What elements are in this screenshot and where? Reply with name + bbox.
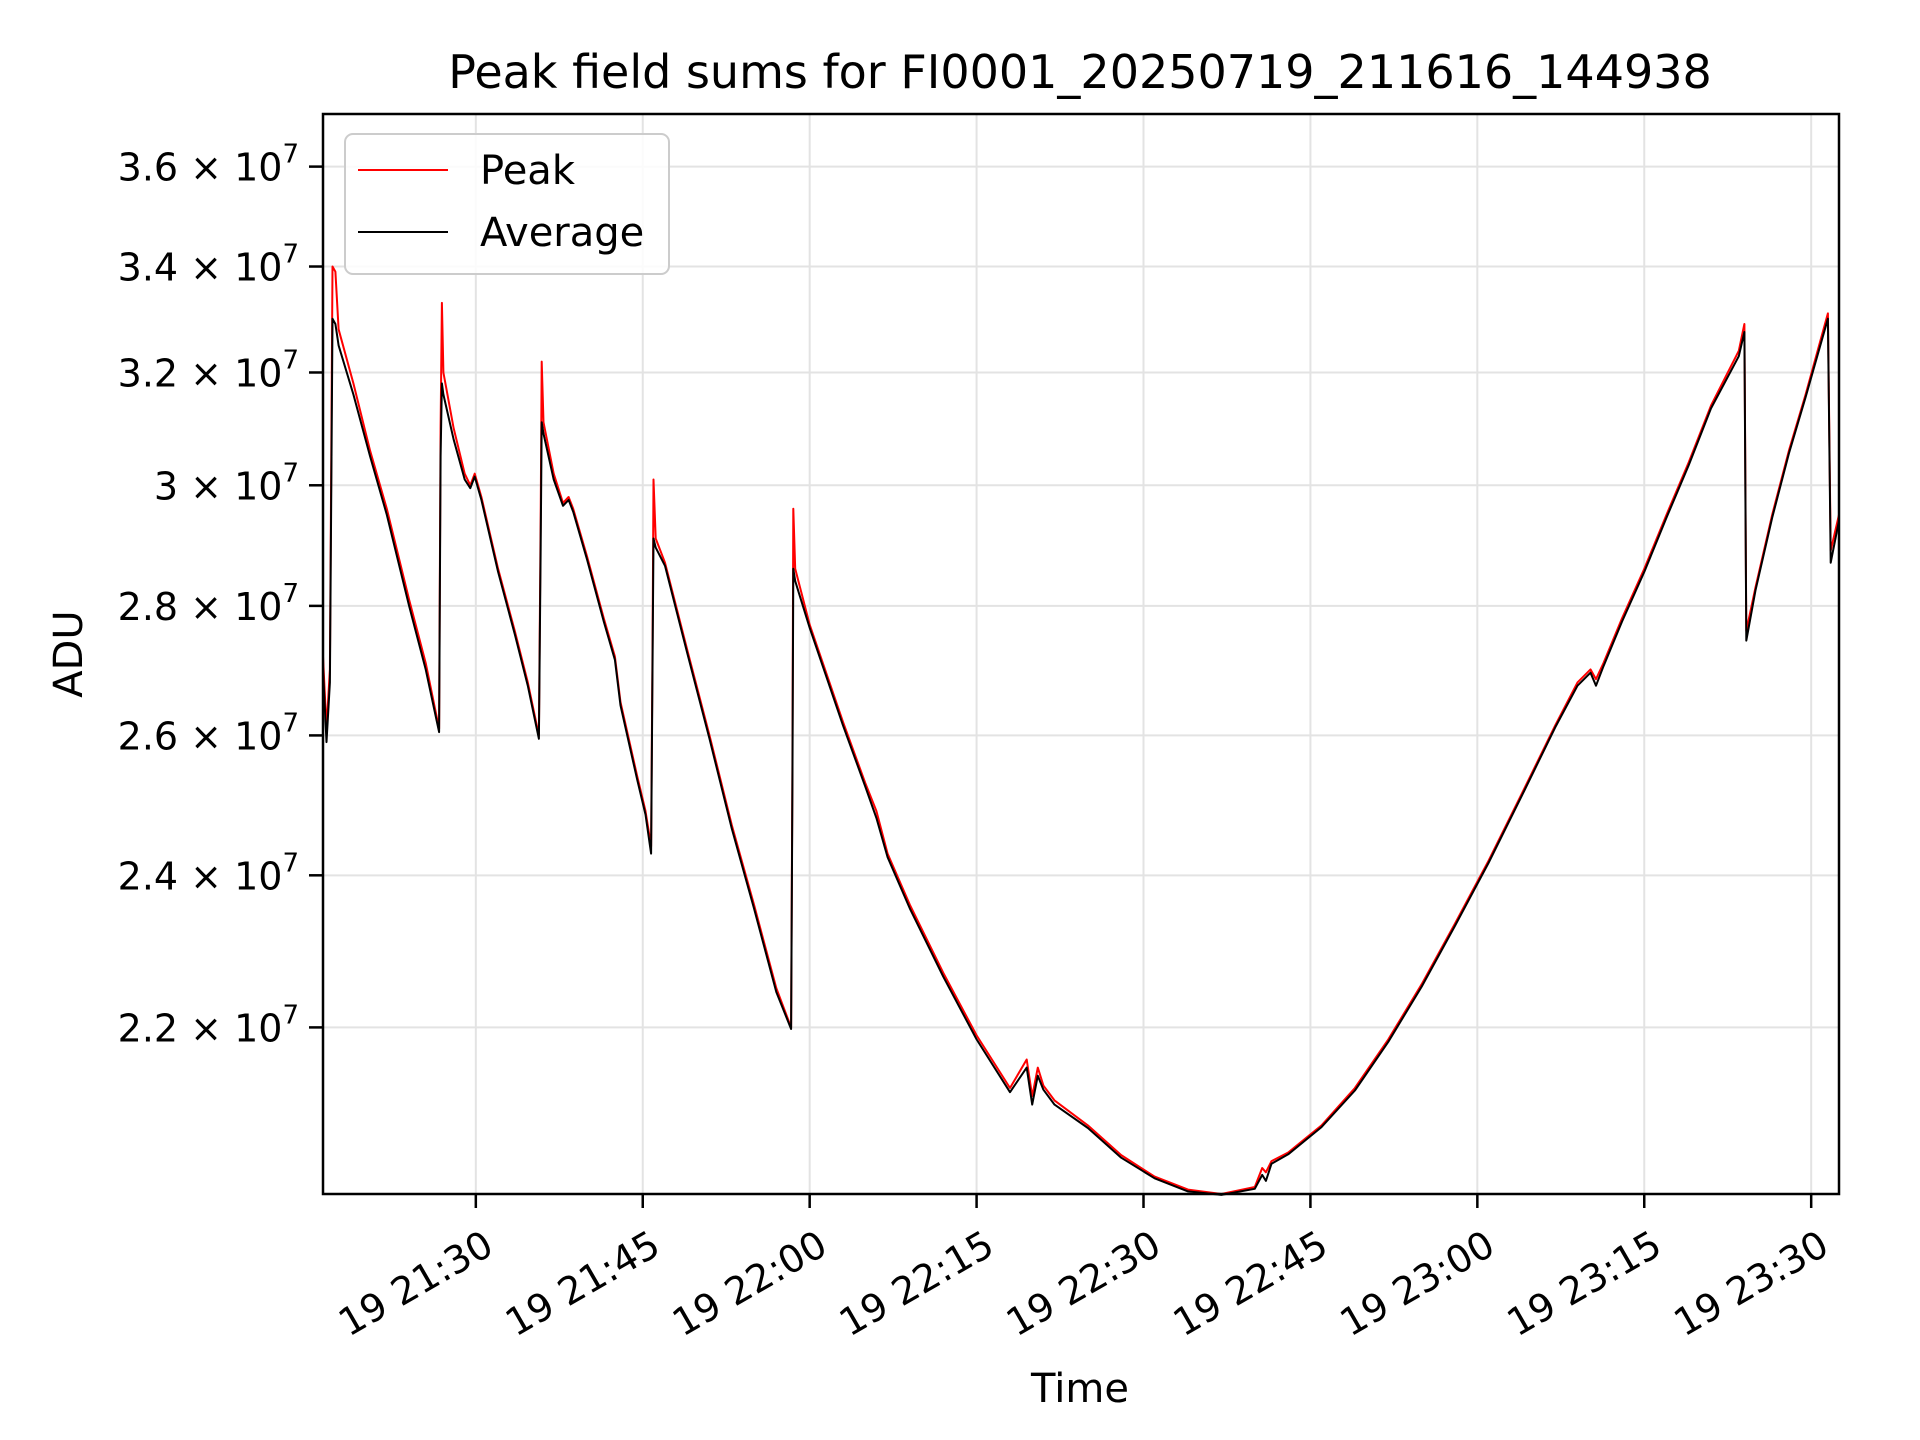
y-tick-label: 3.2 × 107	[118, 345, 299, 395]
legend-label-average: Average	[480, 210, 644, 256]
legend-label-peak: Peak	[480, 148, 576, 194]
series-lines	[322, 265, 1840, 1196]
y-tick-label: 2.8 × 107	[118, 579, 299, 629]
grid	[323, 114, 1839, 1194]
y-axis-ticks: 2.2 × 107 2.4 × 107 2.6 × 107 2.8 × 107 3 × …	[118, 140, 323, 1050]
y-tick-label: 3 × 107	[154, 458, 299, 508]
legend: Peak Average	[344, 133, 670, 275]
y-tick-label: 2.4 × 107	[118, 848, 299, 898]
series-line-average	[322, 317, 1840, 1196]
series-line-peak	[322, 265, 1840, 1195]
y-tick-label: 2.6 × 107	[118, 708, 299, 758]
y-tick-label: 3.6 × 107	[118, 140, 299, 190]
x-axis-label: Time	[1030, 1366, 1129, 1412]
chart-title: Peak field sums for FI0001_20250719_2116…	[448, 45, 1712, 99]
y-axis-label: ADU	[46, 610, 92, 697]
plot-frame	[321, 112, 1841, 1196]
y-tick-label: 3.4 × 107	[118, 240, 299, 290]
y-tick-label: 2.2 × 107	[118, 1000, 299, 1050]
